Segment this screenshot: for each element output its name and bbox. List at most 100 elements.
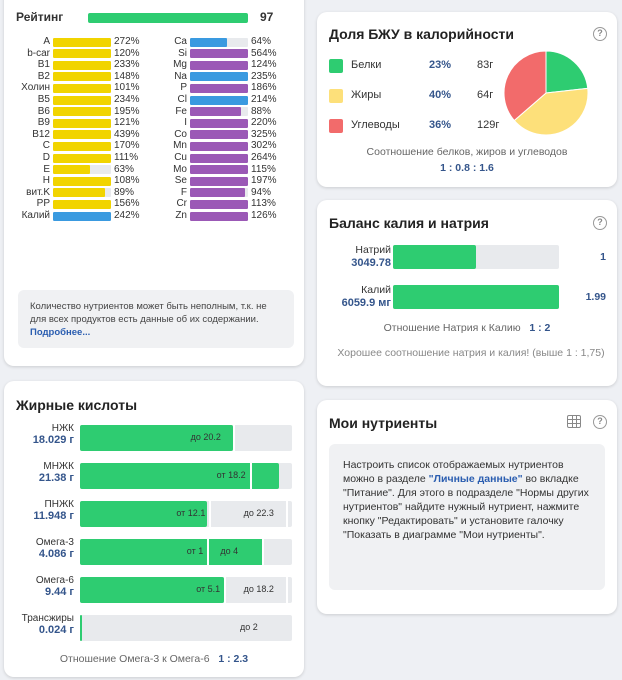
- nutrient-fill: [190, 95, 248, 105]
- nutrient-name: b-car: [27, 47, 50, 59]
- bju-grams: 129г: [477, 119, 500, 131]
- fatty-max-marker: [232, 425, 235, 451]
- nutrient-fill: [190, 165, 248, 175]
- nutrient-row: Cl 214%: [4, 94, 304, 106]
- nutrient-percent: 148%: [114, 70, 140, 82]
- kna-ratio-value: 1 : 2: [529, 322, 551, 334]
- nutrient-row: Калий 242%: [4, 210, 304, 222]
- my-nutrients-info: Настроить список отображаемых нутриентов…: [329, 444, 605, 590]
- nutrient-track: [53, 83, 111, 93]
- kna-value: 3049.78: [351, 257, 391, 269]
- fatty-min-marker: [249, 463, 252, 489]
- bju-ratio: 1 : 0.8 : 1.6: [440, 162, 494, 174]
- nutrient-track: [190, 141, 248, 151]
- nutrient-track: [190, 165, 248, 175]
- fatty-ratio: Отношение Омега-3 к Омега-6 1 : 2.3: [4, 653, 304, 665]
- nutrient-percent: 220%: [251, 117, 277, 129]
- help-icon[interactable]: ?: [593, 216, 607, 230]
- nutrient-track: [190, 130, 248, 140]
- nutrient-name: B1: [37, 59, 50, 71]
- nutrient-fill: [53, 153, 111, 163]
- kna-track: [393, 245, 559, 269]
- fatty-name: МНЖК: [43, 461, 74, 472]
- fatty-max-label: до 4: [220, 546, 239, 556]
- bju-grams: 83г: [477, 59, 494, 71]
- fatty-fill: [80, 501, 208, 527]
- nutrient-percent: 64%: [251, 36, 272, 47]
- fatty-min-label: от 5.1: [196, 584, 221, 594]
- bju-swatch: [329, 59, 343, 73]
- bju-caption: Соотношение белков, жиров и углеводов: [366, 146, 568, 158]
- kna-name: Калий: [361, 284, 391, 296]
- my-nutrients-card: Мои нутриенты ? Настроить список отображ…: [317, 400, 617, 614]
- nutrient-fill: [190, 211, 248, 221]
- kna-track: [393, 285, 559, 309]
- nutrient-row: вит.K 89%: [4, 187, 304, 199]
- nutrient-name: Na: [174, 70, 187, 82]
- nutrient-track: [190, 72, 248, 82]
- nutrient-name: Zn: [175, 210, 187, 221]
- nutrient-fill: [53, 199, 111, 209]
- help-icon[interactable]: ?: [593, 27, 607, 41]
- nutrient-percent: 156%: [114, 198, 140, 210]
- nutrient-name: F: [180, 186, 187, 198]
- fatty-track: от 5.1 до 18.2: [80, 577, 292, 603]
- nutrient-track: [53, 176, 111, 186]
- nutrient-row: PP 156%: [4, 198, 304, 210]
- fatty-value: 21.38 г: [38, 472, 74, 484]
- nutrient-track: [53, 60, 111, 70]
- nutrient-row: b-car 120%: [4, 48, 304, 60]
- nutrient-percent: 111%: [114, 152, 139, 163]
- nutrient-percent: 108%: [114, 175, 140, 187]
- nutrient-row: Холин 101%: [4, 82, 304, 94]
- nutrient-track: [190, 176, 248, 186]
- personal-data-link[interactable]: "Личные данные": [428, 473, 523, 485]
- fatty-fill: [80, 425, 233, 451]
- rating-row: Рейтинг 97: [14, 10, 294, 26]
- fatty-title: Жирные кислоты: [16, 397, 138, 413]
- nutrient-name: H: [42, 175, 50, 187]
- nutrient-track: [53, 107, 111, 117]
- my-nutrients-title: Мои нутриенты: [329, 415, 438, 431]
- kna-name: Натрий: [355, 244, 391, 256]
- bju-percent: 23%: [429, 59, 452, 71]
- nutrient-name: B12: [32, 128, 50, 140]
- nutrient-track: [53, 118, 111, 128]
- bju-name: Жиры: [351, 89, 382, 101]
- fatty-min-marker: [207, 539, 210, 565]
- nutrient-percent: 124%: [251, 59, 277, 71]
- nutrient-percent: 170%: [114, 140, 140, 152]
- my-nutrients-text-1: Настроить список отображаемых нутриентов…: [343, 459, 564, 485]
- nutrient-fill: [53, 107, 111, 117]
- fatty-max-label: до 18.2: [243, 584, 274, 594]
- fatty-value: 0.024 г: [38, 624, 74, 636]
- nutrient-percent: 120%: [114, 47, 140, 59]
- nutrient-percent: 186%: [251, 82, 277, 94]
- fatty-min-marker: [224, 577, 227, 603]
- more-link[interactable]: Подробнее...: [30, 327, 91, 338]
- nutrient-track: [53, 72, 111, 82]
- nutrient-fill: [190, 37, 228, 47]
- nutrient-track: [190, 153, 248, 163]
- nutrient-name: D: [42, 152, 50, 163]
- nutrient-track: [53, 211, 111, 221]
- table-icon[interactable]: [567, 415, 581, 428]
- nutrient-fill: [53, 141, 111, 151]
- help-icon[interactable]: ?: [593, 415, 607, 429]
- nutrient-row: B6 195%: [4, 106, 304, 118]
- rating-bar: [88, 13, 249, 23]
- fatty-value: 11.948 г: [33, 510, 74, 522]
- nutrient-name: A: [43, 36, 50, 47]
- nutrient-track: [53, 165, 111, 175]
- fatty-value: 9.44 г: [44, 586, 74, 598]
- nutrient-name: P: [180, 82, 187, 94]
- bju-title: Доля БЖУ в калорийности: [329, 26, 515, 42]
- fatty-fill: [80, 539, 265, 565]
- fatty-fill: [80, 577, 225, 603]
- fatty-acids-card: Жирные кислоты НЖК 18.029 г до 20.2 МНЖК 21.…: [4, 381, 304, 677]
- kna-card: Баланс калия и натрия ? Натрий 3049.78 1 Ка…: [317, 200, 617, 386]
- nutrient-track: [53, 37, 111, 47]
- fatty-track: от 18.2: [80, 463, 292, 489]
- nutrient-name: Mn: [173, 140, 187, 152]
- nutrient-percent: 264%: [251, 152, 277, 163]
